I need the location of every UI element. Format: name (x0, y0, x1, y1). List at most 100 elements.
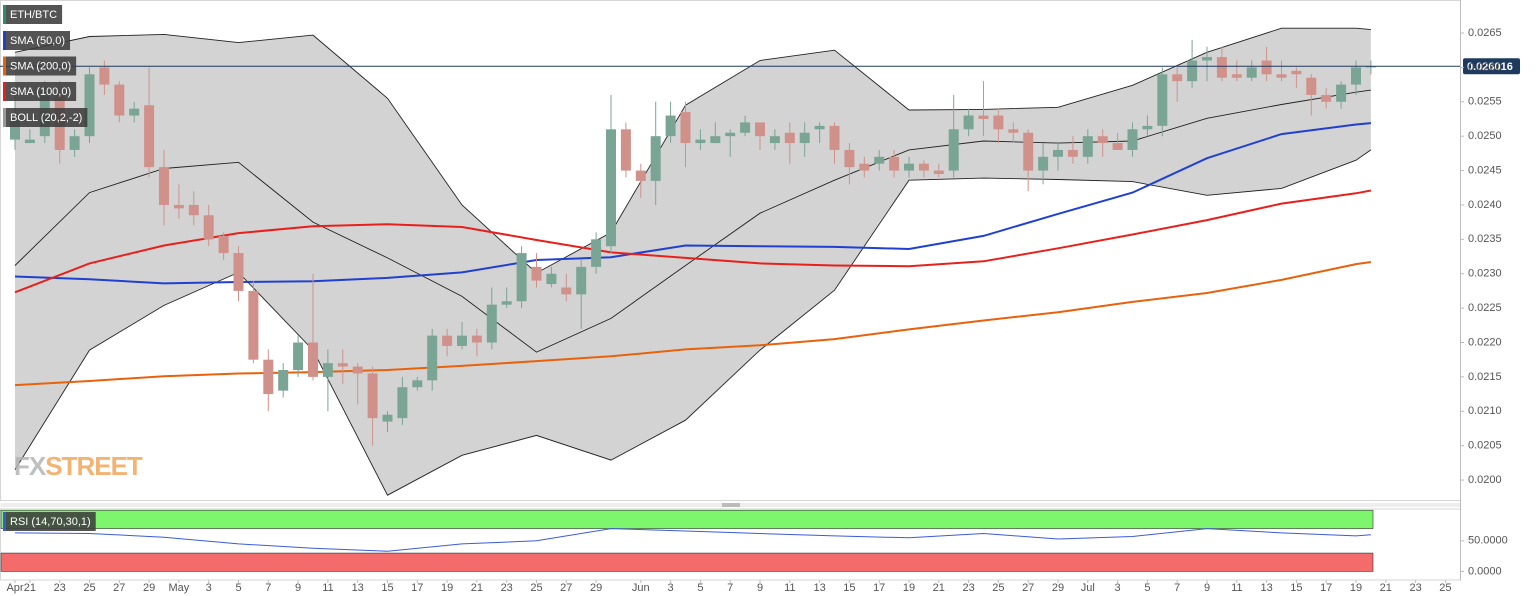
rsi-tick-label: 50.0000 (1468, 535, 1508, 547)
x-tick-label: 27 (113, 582, 125, 594)
x-tick-label: 3 (668, 582, 674, 594)
x-tick-label: 11 (322, 582, 333, 594)
x-tick-label: 11 (1231, 582, 1242, 594)
candle-body (129, 108, 140, 116)
x-tick-label: 7 (265, 582, 271, 594)
x-tick-label: 9 (1204, 582, 1210, 594)
x-tick-label: 29 (143, 582, 155, 594)
x-tick-label: May (169, 582, 190, 594)
candle-body (591, 239, 602, 267)
candle-body (650, 136, 661, 181)
candle-body (844, 149, 855, 168)
candle-body (1202, 57, 1212, 61)
candle-body (576, 266, 587, 295)
legend-label: BOLL (20,2,-2) (10, 112, 82, 124)
legend-box (3, 108, 88, 127)
x-tick-label: 21 (1380, 582, 1392, 594)
candle-body (1321, 94, 1332, 102)
x-tick-label: 3 (1115, 582, 1121, 594)
candle-body (1276, 74, 1287, 78)
x-tick-label: Jun (632, 582, 650, 594)
candle-body (1187, 60, 1198, 82)
candle-body (1157, 74, 1168, 126)
candle-body (725, 132, 736, 137)
x-tick-label: 23 (962, 582, 974, 594)
x-tick-label: 25 (83, 582, 95, 594)
y-tick-label: 0.0240 (1468, 199, 1502, 211)
rsi-line (14, 528, 1371, 552)
candle-body (382, 414, 393, 422)
x-tick-label: 7 (727, 582, 733, 594)
candle-body (412, 380, 423, 388)
candle-body (1112, 143, 1123, 150)
x-tick-label: 5 (697, 582, 703, 594)
candle-body (1246, 67, 1257, 78)
candle-body (695, 139, 706, 144)
candle-body (1216, 57, 1227, 78)
y-tick-label: 0.0250 (1468, 130, 1502, 142)
foreground-layer: 0.026016 50.0000 0.0000 ETH/BTC SMA (50,0) SM… (0, 5, 1520, 577)
candle-body (442, 335, 453, 346)
candle-body (561, 287, 572, 295)
x-tick-label: 15 (843, 582, 855, 594)
candle-body (546, 273, 557, 285)
legend-label: SMA (100,0) (10, 86, 71, 98)
legend-box (3, 512, 96, 531)
candle-body (427, 335, 438, 381)
candle-body (1067, 149, 1078, 157)
candle-body (769, 136, 780, 144)
legend-swatch (3, 31, 6, 50)
candle-body (740, 122, 751, 133)
x-tick-label: 19 (903, 582, 915, 594)
x-tick-label: 19 (1350, 582, 1362, 594)
sma-layer (14, 122, 1372, 387)
candle-body (1023, 132, 1034, 171)
candle-body (859, 163, 870, 171)
candle-body (233, 253, 244, 291)
candle-body (904, 163, 914, 171)
y-tick-label: 0.0245 (1468, 164, 1502, 176)
candle-body (1142, 125, 1153, 130)
candle-body (889, 156, 900, 171)
candle-body (1365, 66, 1376, 68)
watermark-suffix: STREET (45, 451, 143, 481)
candle-body (114, 84, 125, 116)
candle-body (993, 115, 1004, 130)
candle-body (322, 363, 333, 377)
candle-body (1008, 129, 1019, 133)
legend-label: SMA (50,0) (10, 35, 65, 47)
x-tick-label: 23 (501, 582, 513, 594)
candle-body (188, 204, 199, 216)
legend-swatch (3, 108, 6, 127)
rsi-band (0, 509, 1374, 529)
candle-body (308, 342, 318, 377)
candle-body (1097, 136, 1108, 144)
boll-lower (14, 149, 1372, 496)
candle-body (1053, 149, 1063, 157)
candle-body (144, 105, 155, 168)
candle-body (680, 112, 691, 144)
y-tick-label: 0.0265 (1468, 27, 1502, 39)
x-tick-label: 5 (235, 582, 241, 594)
candle-body (606, 129, 616, 247)
candle-body (933, 170, 944, 175)
candle-body (397, 387, 408, 419)
candle-body (84, 74, 95, 137)
x-tick-label: 5 (1144, 582, 1150, 594)
candle-body (784, 132, 795, 144)
candle-body (918, 163, 929, 171)
y-tick-label: 0.0260 (1468, 61, 1502, 73)
x-tick-label: 29 (1052, 582, 1064, 594)
candle-body (1261, 60, 1272, 75)
x-tick-label: 23 (1409, 582, 1421, 594)
watermark-prefix: FX (14, 451, 47, 481)
candle-body (10, 115, 20, 140)
candle-body (457, 335, 467, 346)
candle-body (159, 167, 169, 205)
y-tick-label: 0.0210 (1468, 405, 1502, 417)
y-tick-label: 0.0235 (1468, 233, 1502, 245)
candle-body (620, 129, 631, 171)
x-tick-label: 27 (1022, 582, 1034, 594)
candle-body (516, 253, 527, 302)
